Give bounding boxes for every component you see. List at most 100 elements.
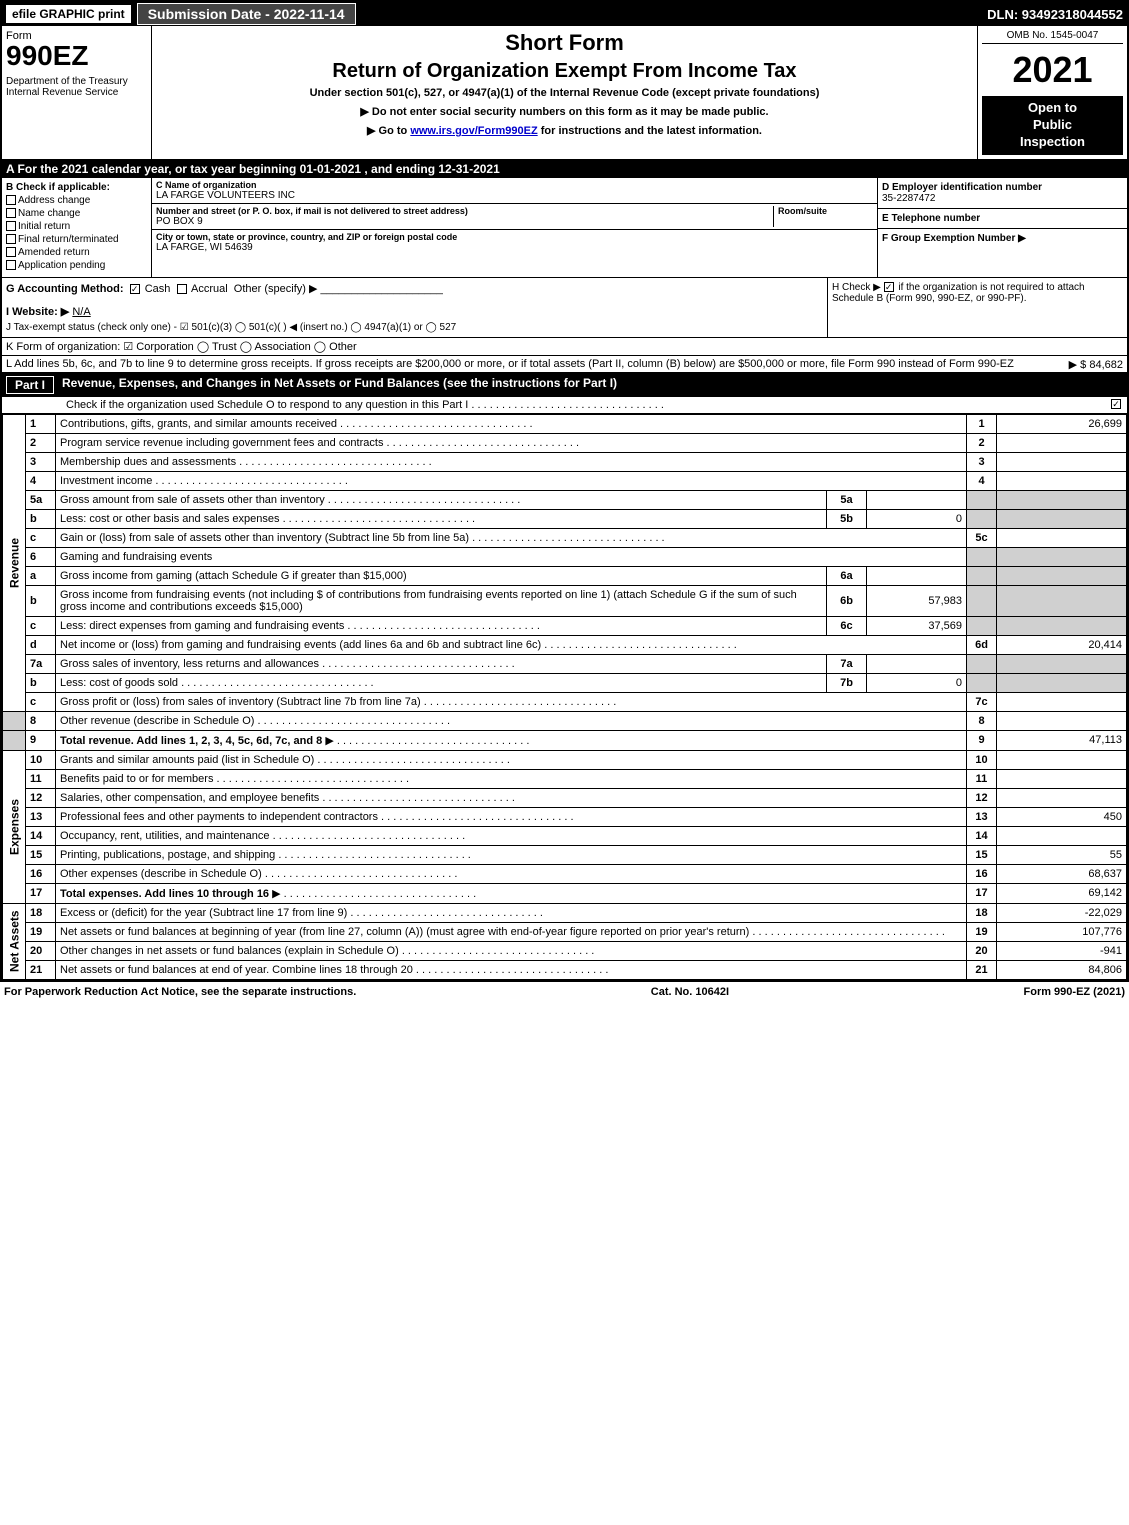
line-6: 6 Gaming and fundraising events xyxy=(3,547,1127,566)
room-label: Room/suite xyxy=(778,206,873,216)
street-value: PO BOX 9 xyxy=(156,216,773,227)
line-5c: c Gain or (loss) from sale of assets oth… xyxy=(3,528,1127,547)
row-a-tax-year: A For the 2021 calendar year, or tax yea… xyxy=(2,160,1127,178)
chk-amended-return[interactable]: Amended return xyxy=(6,247,147,258)
col-c-org-info: C Name of organization LA FARGE VOLUNTEE… xyxy=(152,178,877,277)
line-5a: 5a Gross amount from sale of assets othe… xyxy=(3,490,1127,509)
line-12: 12 Salaries, other compensation, and emp… xyxy=(3,788,1127,807)
chk-address-change[interactable]: Address change xyxy=(6,195,147,206)
row-j: J Tax-exempt status (check only one) - ☑… xyxy=(6,322,823,333)
inspection-box: Open to Public Inspection xyxy=(982,96,1123,155)
row-gh: G Accounting Method: Cash Accrual Other … xyxy=(2,278,1127,338)
section-bcdef: B Check if applicable: Address change Na… xyxy=(2,178,1127,278)
line-10: Expenses 10 Grants and similar amounts p… xyxy=(3,750,1127,769)
part1-header: Part I Revenue, Expenses, and Changes in… xyxy=(2,373,1127,397)
short-form-title: Short Form xyxy=(160,30,969,56)
row-l: L Add lines 5b, 6c, and 7b to line 9 to … xyxy=(2,356,1127,373)
header-center: Short Form Return of Organization Exempt… xyxy=(152,26,977,159)
footer-left: For Paperwork Reduction Act Notice, see … xyxy=(4,986,356,998)
g-label: G Accounting Method: xyxy=(6,283,124,295)
col-b-checkboxes: B Check if applicable: Address change Na… xyxy=(2,178,152,277)
chk-name-change[interactable]: Name change xyxy=(6,208,147,219)
line-13: 13 Professional fees and other payments … xyxy=(3,807,1127,826)
sidebar-revenue: Revenue xyxy=(3,414,26,711)
sidebar-expenses: Expenses xyxy=(3,750,26,903)
chk-cash[interactable] xyxy=(130,284,140,294)
b-label: B Check if applicable: xyxy=(6,182,147,193)
dln: DLN: 93492318044552 xyxy=(987,7,1123,22)
sidebar-netassets: Net Assets xyxy=(3,903,26,979)
row-h: H Check ▶ if the organization is not req… xyxy=(827,278,1127,337)
efile-tag: efile GRAPHIC print xyxy=(6,5,131,23)
cell-city: City or town, state or province, country… xyxy=(152,230,877,255)
cell-ein: D Employer identification number 35-2287… xyxy=(878,178,1127,209)
line-14: 14 Occupancy, rent, utilities, and maint… xyxy=(3,826,1127,845)
chk-final-return[interactable]: Final return/terminated xyxy=(6,234,147,245)
note-ssn: ▶ Do not enter social security numbers o… xyxy=(160,105,969,118)
form-container: efile GRAPHIC print Submission Date - 20… xyxy=(0,0,1129,982)
org-name: LA FARGE VOLUNTEERS INC xyxy=(156,190,873,201)
note-url-post: for instructions and the latest informat… xyxy=(538,125,762,137)
l-amount: ▶ $ 84,682 xyxy=(1069,358,1123,371)
city-value: LA FARGE, WI 54639 xyxy=(156,242,873,253)
col-def: D Employer identification number 35-2287… xyxy=(877,178,1127,277)
line-18: Net Assets 18 Excess or (deficit) for th… xyxy=(3,903,1127,922)
part1-label: Part I xyxy=(6,376,54,394)
note-url-pre: ▶ Go to xyxy=(367,125,410,137)
h-text-pre: H Check ▶ xyxy=(832,282,884,293)
city-label: City or town, state or province, country… xyxy=(156,232,873,242)
l6b-pre: Gross income from fundraising events (no… xyxy=(60,589,323,601)
line-3: 3 Membership dues and assessments 3 xyxy=(3,452,1127,471)
footer: For Paperwork Reduction Act Notice, see … xyxy=(0,982,1129,1002)
chk-initial-return[interactable]: Initial return xyxy=(6,221,147,232)
line-16: 16 Other expenses (describe in Schedule … xyxy=(3,864,1127,883)
line-1: Revenue 1 Contributions, gifts, grants, … xyxy=(3,414,1127,433)
e-label: E Telephone number xyxy=(882,213,1123,224)
row-g: G Accounting Method: Cash Accrual Other … xyxy=(2,278,827,337)
cell-phone: E Telephone number xyxy=(878,209,1127,229)
c-label: C Name of organization xyxy=(156,180,873,190)
line-7b: b Less: cost of goods sold 7b 0 xyxy=(3,673,1127,692)
submission-date: Submission Date - 2022-11-14 xyxy=(137,3,356,25)
cell-group-exemption: F Group Exemption Number ▶ xyxy=(878,229,1127,248)
line-7a: 7a Gross sales of inventory, less return… xyxy=(3,654,1127,673)
tax-year: 2021 xyxy=(982,52,1123,88)
cell-street: Number and street (or P. O. box, if mail… xyxy=(152,204,877,230)
irs-link[interactable]: www.irs.gov/Form990EZ xyxy=(410,125,537,137)
part1-subtitle: Check if the organization used Schedule … xyxy=(6,399,1111,411)
header-right: OMB No. 1545-0047 2021 Open to Public In… xyxy=(977,26,1127,159)
chk-application-pending[interactable]: Application pending xyxy=(6,260,147,271)
line-4: 4 Investment income 4 xyxy=(3,471,1127,490)
line-6d: d Net income or (loss) from gaming and f… xyxy=(3,635,1127,654)
line-6b: b Gross income from fundraising events (… xyxy=(3,585,1127,616)
line-19: 19 Net assets or fund balances at beginn… xyxy=(3,922,1127,941)
line-11: 11 Benefits paid to or for members 11 xyxy=(3,769,1127,788)
subtitle: Under section 501(c), 527, or 4947(a)(1)… xyxy=(160,87,969,99)
d-label: D Employer identification number xyxy=(882,182,1123,193)
street-label: Number and street (or P. O. box, if mail… xyxy=(156,206,773,216)
line-20: 20 Other changes in net assets or fund b… xyxy=(3,941,1127,960)
line-5b: b Less: cost or other basis and sales ex… xyxy=(3,509,1127,528)
form-number: 990EZ xyxy=(6,42,147,70)
footer-right: Form 990-EZ (2021) xyxy=(1024,986,1125,998)
part1-subtitle-row: Check if the organization used Schedule … xyxy=(2,397,1127,414)
l-text: L Add lines 5b, 6c, and 7b to line 9 to … xyxy=(6,358,1014,370)
line-6c: c Less: direct expenses from gaming and … xyxy=(3,616,1127,635)
footer-center: Cat. No. 10642I xyxy=(651,986,729,998)
part1-title: Revenue, Expenses, and Changes in Net As… xyxy=(62,376,617,394)
lines-table: Revenue 1 Contributions, gifts, grants, … xyxy=(2,414,1127,980)
chk-accrual[interactable] xyxy=(177,284,187,294)
omb-number: OMB No. 1545-0047 xyxy=(982,30,1123,44)
cell-org-name: C Name of organization LA FARGE VOLUNTEE… xyxy=(152,178,877,204)
chk-schedule-b[interactable] xyxy=(884,282,894,292)
line-21: 21 Net assets or fund balances at end of… xyxy=(3,960,1127,979)
line-2: 2 Program service revenue including gove… xyxy=(3,433,1127,452)
chk-schedule-o[interactable] xyxy=(1111,399,1121,409)
line-15: 15 Printing, publications, postage, and … xyxy=(3,845,1127,864)
line-8: 8 Other revenue (describe in Schedule O)… xyxy=(3,711,1127,730)
row-k: K Form of organization: ☑ Corporation ◯ … xyxy=(2,338,1127,356)
website-value: N/A xyxy=(72,306,90,318)
i-label: I Website: ▶ xyxy=(6,306,69,318)
line-6a: a Gross income from gaming (attach Sched… xyxy=(3,566,1127,585)
f-label: F Group Exemption Number ▶ xyxy=(882,233,1123,244)
